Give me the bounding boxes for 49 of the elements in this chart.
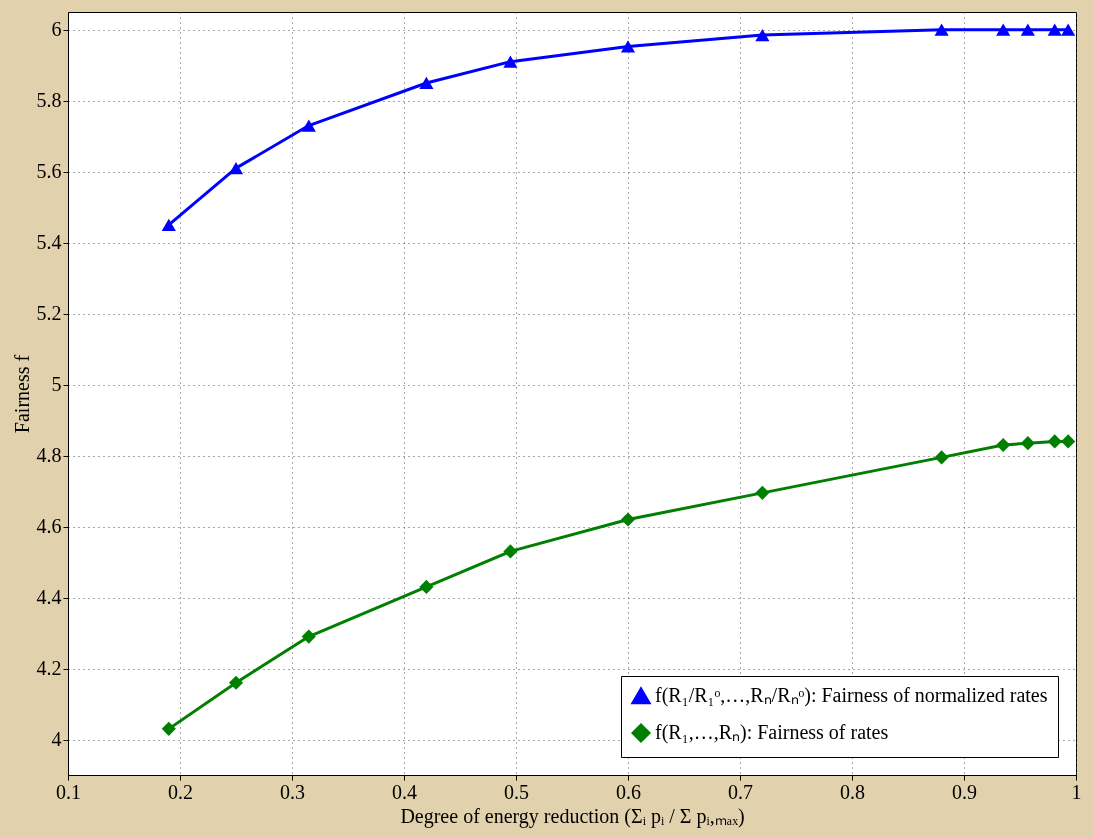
point (228, 675, 244, 690)
y-tick-label: 6 (51, 18, 62, 41)
x-tick-label: 0.2 (168, 780, 193, 803)
point (503, 55, 518, 68)
point (996, 437, 1011, 453)
point (1047, 23, 1062, 36)
x-tick-label: 0.9 (952, 780, 977, 803)
point (503, 544, 518, 559)
point (755, 28, 770, 42)
y-axis-title: Fairness f (10, 354, 33, 434)
point (1020, 23, 1035, 36)
point (934, 450, 949, 465)
point (301, 119, 316, 132)
y-tick-label: 4.6 (36, 515, 62, 538)
y-tick-label: 4.8 (36, 444, 62, 467)
x-axis-title: Degree of energy reduction (Σᵢ pᵢ / Σ pᵢ,ₘₐₓ) (400, 804, 745, 828)
y-tick-label: 5.2 (36, 302, 62, 325)
y-tick-label: 5.8 (36, 89, 62, 112)
point (301, 629, 316, 644)
point (161, 218, 176, 232)
point (1020, 436, 1035, 451)
point (161, 721, 176, 736)
y-tick-label: 5.4 (36, 231, 62, 254)
point (620, 40, 636, 53)
point (755, 485, 770, 500)
point (419, 76, 434, 90)
point (419, 579, 434, 594)
y-tick-label: 5 (51, 373, 62, 396)
x-tick-label: 0.5 (504, 780, 529, 803)
y-tick-label: 4.2 (36, 657, 62, 680)
point (620, 512, 636, 527)
point (228, 162, 244, 175)
y-tick-label: 4.4 (36, 586, 62, 609)
x-tick-label: 0.4 (392, 780, 417, 803)
x-tick-label: 0.8 (840, 780, 865, 803)
y-tick-label: 5.6 (36, 160, 62, 183)
point (934, 23, 949, 36)
x-tick-label: 1 (1071, 780, 1082, 803)
x-tick-label: 0.7 (728, 780, 753, 803)
point (1061, 434, 1076, 449)
x-tick-label: 0.6 (616, 780, 641, 803)
point (1061, 23, 1076, 36)
legend-label: f(R₁,…,Rₙ): Fairness of rates (655, 721, 889, 744)
x-tick-label: 0.1 (56, 780, 81, 803)
point (996, 23, 1011, 36)
legend-label: f(R₁/R₁ᵒ,…,Rₙ/Rₙᵒ): Fairness of normalized rates (655, 684, 1048, 707)
x-tick-label: 0.3 (280, 780, 305, 803)
y-tick-label: 4 (51, 728, 62, 751)
point (1047, 434, 1062, 449)
